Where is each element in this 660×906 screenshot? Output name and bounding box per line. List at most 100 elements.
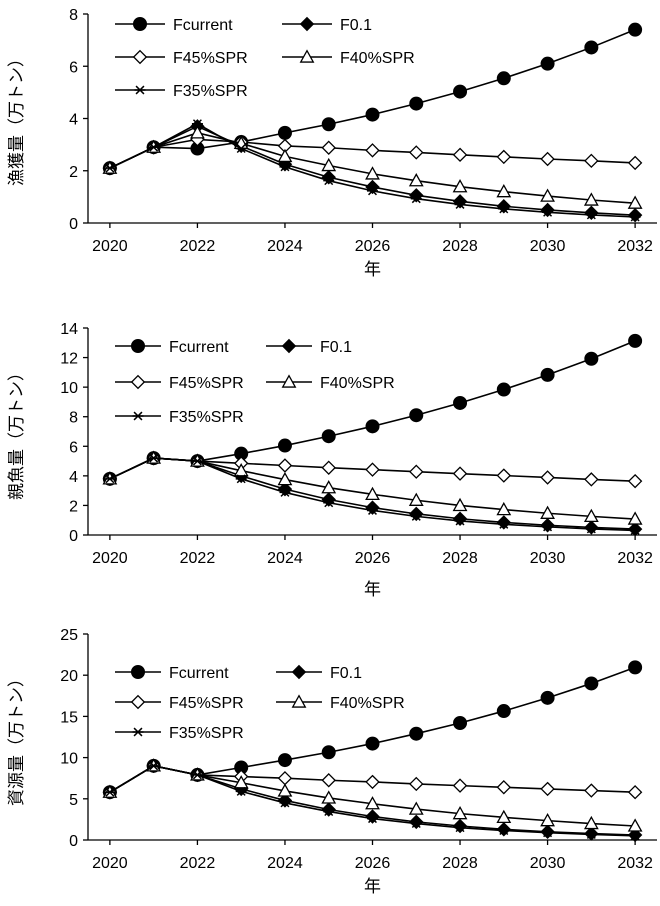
data-point: [585, 829, 597, 839]
legend-marker: [299, 49, 315, 63]
series-f45-spr: [102, 132, 643, 176]
data-point: [542, 207, 554, 217]
y-tick-label: 2: [69, 164, 78, 181]
y-tick-label: 12: [60, 351, 78, 368]
legend-item: Fcurrent: [115, 17, 233, 34]
series-f35-spr: [104, 453, 641, 535]
data-point: [452, 179, 468, 193]
data-point: [365, 419, 380, 434]
data-point: [540, 505, 555, 519]
legend-item: F35%SPR: [115, 83, 248, 100]
legend-label: Fcurrent: [173, 17, 233, 34]
data-point: [498, 519, 510, 529]
y-tick-label: 4: [69, 112, 78, 129]
data-point: [367, 814, 378, 824]
chart-panel-2: 0 2 4 6 8 10 12 14 2020 2022 2024 2026 2028 2030 2032 親…: [7, 321, 657, 600]
data-point: [279, 162, 291, 172]
data-point: [279, 798, 291, 808]
data-point: [321, 480, 337, 494]
data-point: [323, 498, 335, 508]
y-tick-label: 15: [60, 709, 78, 726]
data-point: [627, 195, 643, 209]
data-point: [452, 818, 468, 834]
legend-item: F40%SPR: [282, 49, 415, 67]
legend-marker: [291, 664, 307, 680]
legend-item: F0.1: [276, 664, 362, 682]
legend-marker: [299, 16, 315, 32]
legend-marker: [132, 49, 148, 65]
data-point: [148, 142, 160, 152]
data-point: [365, 809, 380, 824]
y-tick-label: 14: [60, 321, 78, 338]
data-point: [540, 56, 555, 71]
data-point: [365, 462, 380, 477]
y-axis-title: 親魚量（万トン）: [7, 364, 27, 500]
data-point: [496, 184, 512, 198]
data-point: [627, 511, 643, 525]
y-tick-label: 6: [69, 439, 78, 456]
data-point: [540, 367, 555, 382]
data-point: [277, 125, 292, 140]
series-f35-spr: [104, 761, 641, 841]
y-tick-label: 8: [69, 410, 78, 427]
x-tick-label: 2030: [530, 550, 566, 567]
data-point: [408, 173, 424, 187]
legend-label: F40%SPR: [320, 375, 395, 392]
data-point: [277, 148, 293, 163]
data-point: [628, 660, 643, 675]
legend-label: Fcurrent: [169, 339, 229, 356]
data-point: [496, 704, 511, 719]
legend-marker: [131, 665, 145, 679]
data-point: [584, 676, 599, 691]
x-tick-label: 2024: [267, 238, 303, 255]
data-point: [191, 770, 203, 780]
legend-label: F35%SPR: [169, 409, 244, 426]
data-point: [584, 205, 599, 221]
legend-item: F0.1: [282, 16, 372, 34]
chart-panel-3: 0 5 10 15 20 25 2020 2022 2024 2026 2028 2030 2032 資源…: [7, 627, 657, 897]
series-f35-spr: [104, 119, 641, 222]
data-point: [191, 119, 203, 129]
data-point: [628, 22, 643, 37]
data-point: [452, 511, 468, 526]
series-f40-spr: [102, 125, 643, 209]
data-point: [540, 151, 555, 167]
data-point: [365, 166, 380, 180]
data-point: [321, 429, 336, 444]
data-point: [365, 143, 380, 158]
data-point: [585, 524, 597, 534]
data-point: [627, 818, 643, 832]
chart-panel-1: 0 2 4 6 8 2020 2022 2024 2026 2028 2030 2032 漁獲量（万トン…: [7, 7, 657, 280]
data-point: [453, 715, 468, 730]
data-point: [496, 822, 512, 837]
data-point: [452, 497, 468, 512]
data-point: [584, 520, 599, 535]
data-point: [409, 814, 424, 830]
x-tick-label: 2028: [442, 550, 478, 567]
y-tick-label: 0: [69, 528, 78, 545]
series-f45-spr: [102, 758, 643, 800]
x-tick-label: 2026: [355, 855, 391, 872]
legend-label: F35%SPR: [173, 83, 248, 100]
legend-label: F45%SPR: [169, 375, 244, 392]
data-point: [496, 149, 512, 165]
x-axis-title: 年: [364, 260, 381, 280]
data-point: [627, 207, 643, 223]
data-point: [584, 783, 599, 798]
y-tick-label: 20: [60, 668, 78, 685]
y-tick-label: 4: [69, 469, 78, 486]
data-point: [496, 71, 511, 86]
data-point: [235, 144, 247, 154]
legend-label: F45%SPR: [169, 695, 244, 712]
data-point: [408, 492, 424, 506]
legend-marker: [132, 411, 144, 421]
data-point: [233, 775, 249, 789]
y-axis-title: 漁獲量（万トン）: [7, 50, 27, 186]
data-point: [452, 466, 468, 481]
legend-marker: [131, 339, 145, 353]
x-tick-label: 2020: [92, 550, 128, 567]
data-point: [452, 194, 468, 209]
x-tick-label: 2024: [267, 855, 303, 872]
data-point: [498, 826, 510, 836]
x-axis-title: 年: [364, 877, 381, 897]
